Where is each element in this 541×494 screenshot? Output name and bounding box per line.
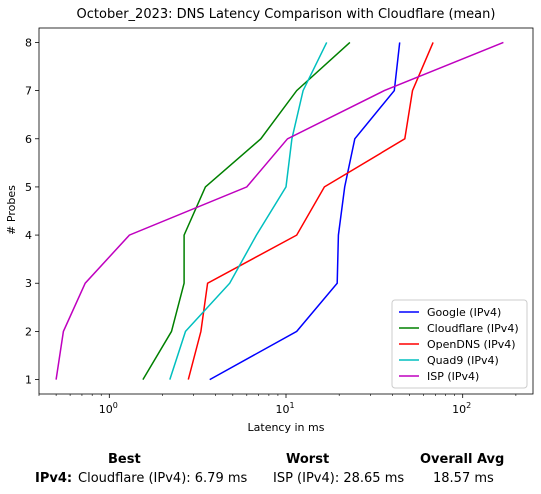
y-tick-label: 2: [25, 325, 32, 338]
y-tick-label: 6: [25, 133, 32, 146]
x-axis-label: Latency in ms: [248, 421, 325, 434]
chart-legend: Google (IPv4) Cloudflare (IPv4) OpenDNS (I…: [391, 299, 528, 389]
row-label: IPv4:: [35, 471, 73, 486]
legend-label: Quad9 (IPv4): [427, 354, 499, 367]
y-tick-label: 3: [25, 277, 32, 290]
row-label-text: IPv4: [35, 471, 67, 486]
legend-label: Google (IPv4): [427, 306, 501, 319]
y-tick-label: 8: [25, 36, 32, 49]
y-tick-label: 5: [25, 181, 32, 194]
series-line-3: [187, 42, 434, 380]
axis-ticks: 1 2 3 4 5 6 7 8 100 101 102: [25, 36, 517, 416]
chart-title: October_2023: DNS Latency Comparison wit…: [77, 7, 496, 22]
y-tick-label: 4: [25, 229, 32, 242]
series-line-1: [209, 42, 401, 381]
x-tick-label: 100: [99, 401, 118, 416]
y-tick-label: 1: [25, 374, 32, 387]
legend-label: OpenDNS (IPv4): [427, 338, 516, 351]
legend-label: ISP (IPv4): [427, 370, 479, 383]
legend-box: [391, 299, 528, 389]
legend-label: Cloudflare (IPv4): [427, 322, 519, 335]
worst-header: Worst: [286, 452, 330, 467]
worst-value: ISP (IPv4): 28.65 ms: [273, 471, 405, 486]
series-line-4: [169, 42, 328, 380]
latency-chart: October_2023: DNS Latency Comparison wit…: [5, 7, 534, 434]
y-axis-label: # Probes: [5, 185, 18, 235]
series-lines: [55, 41, 504, 381]
series-line-5: [55, 41, 504, 380]
y-tick-label: 7: [25, 85, 32, 98]
series-line-2: [142, 41, 351, 380]
best-value: Cloudflare (IPv4): 6.79 ms: [78, 471, 248, 486]
best-header: Best: [108, 452, 141, 467]
overall-header: Overall Avg: [420, 452, 505, 467]
x-tick-label: 101: [275, 401, 294, 416]
overall-value: 18.57 ms: [433, 471, 494, 486]
x-tick-label: 102: [452, 401, 471, 416]
